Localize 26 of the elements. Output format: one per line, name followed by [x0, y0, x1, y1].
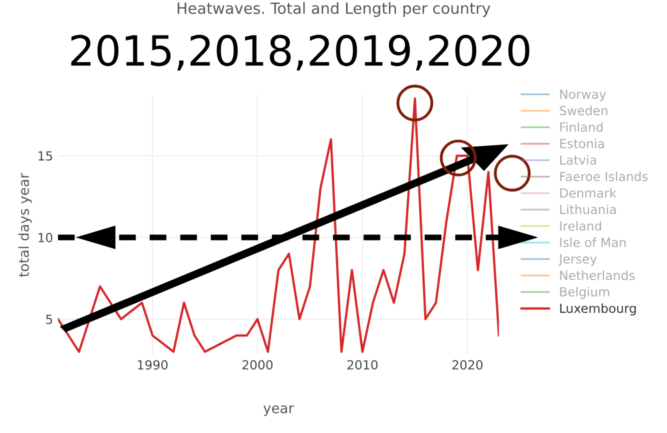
- x-tick-label: 1990: [138, 360, 168, 370]
- legend-label: Denmark: [560, 188, 616, 198]
- line-series: [58, 97, 499, 353]
- legend-label: Sweden: [560, 106, 608, 116]
- y-tick-label: 15: [38, 151, 52, 161]
- legend-label: Latvia: [560, 155, 596, 165]
- legend-label: Finland: [560, 122, 603, 132]
- legend-label: Netherlands: [560, 270, 635, 280]
- legend-label: Lithuania: [560, 204, 616, 214]
- chart-title: Heatwaves. Total and Length per country: [178, 2, 490, 17]
- legend-label: Estonia: [560, 138, 604, 148]
- y-axis-title: total days year: [18, 172, 32, 277]
- legend-label: Belgium: [560, 286, 610, 299]
- x-axis-title: year: [263, 405, 294, 416]
- x-tick-label: 2010: [347, 360, 378, 370]
- legend-label: Jersey: [558, 254, 597, 266]
- legend-label: Faeroe Islands: [560, 172, 648, 182]
- legend-label: Luxembourg: [560, 303, 636, 316]
- legend-label: Norway: [560, 90, 606, 102]
- y-tick-label: 5: [46, 314, 52, 324]
- x-tick-label: 2020: [452, 360, 482, 370]
- y-tick-label: 10: [38, 232, 52, 242]
- x-tick-label: 2000: [242, 360, 273, 370]
- legend-label: Ireland: [560, 220, 602, 231]
- legend-label: Isle of Man: [560, 237, 626, 248]
- text: 2015,2018,2019,2020: [71, 34, 530, 70]
